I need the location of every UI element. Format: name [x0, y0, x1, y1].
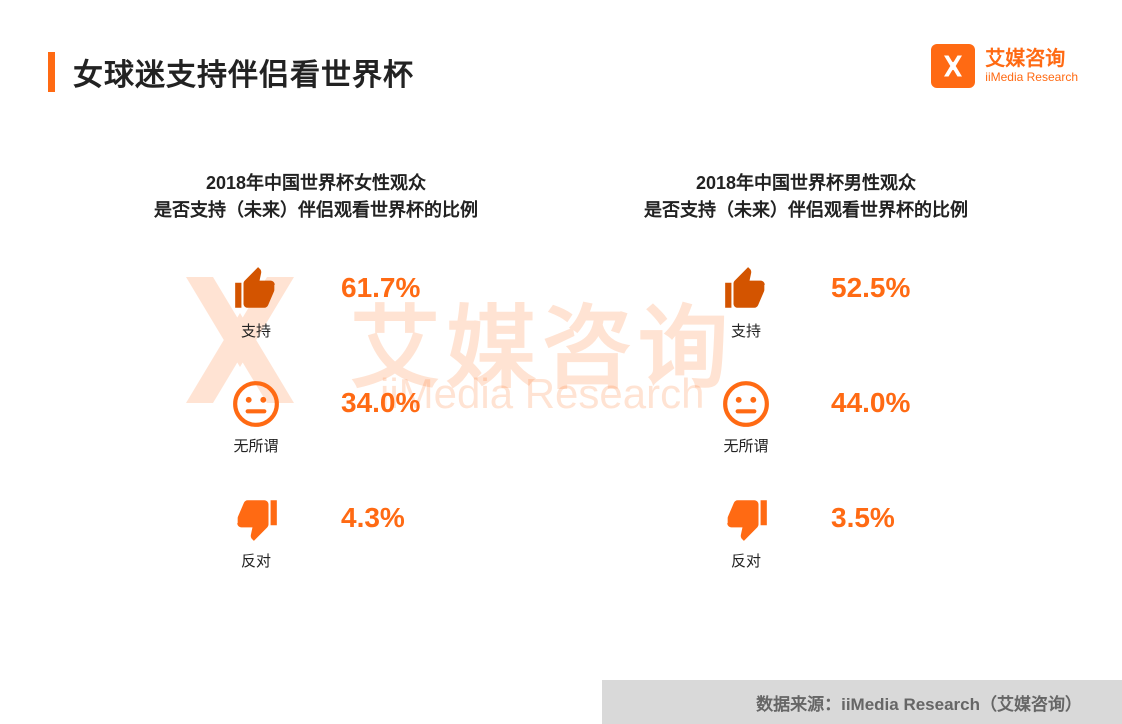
stat-value: 44.0%	[831, 387, 910, 419]
stat-label: 支持	[731, 320, 761, 341]
stat-value: 3.5%	[831, 502, 895, 534]
panel-male: 2018年中国世界杯男性观众 是否支持（未来）伴侣观看世界杯的比例 支持 52.…	[621, 170, 991, 609]
brand-name-cn: 艾媒咨询	[985, 48, 1078, 70]
stat-value: 52.5%	[831, 272, 910, 304]
thumb-down-icon	[721, 494, 771, 544]
stat-row: 反对 4.3%	[131, 494, 501, 571]
face-neutral-icon	[721, 379, 771, 429]
stat-value: 34.0%	[341, 387, 420, 419]
stat-value: 4.3%	[341, 502, 405, 534]
stat-row: 无所谓 44.0%	[621, 379, 991, 456]
brand-logo-icon	[931, 44, 975, 88]
stat-row: 反对 3.5%	[621, 494, 991, 571]
stat-row: 无所谓 34.0%	[131, 379, 501, 456]
panel-female: 2018年中国世界杯女性观众 是否支持（未来）伴侣观看世界杯的比例 支持 61.…	[131, 170, 501, 609]
stat-label: 反对	[241, 550, 271, 571]
accent-bar	[48, 52, 55, 92]
face-neutral-icon	[231, 379, 281, 429]
panels-container: 2018年中国世界杯女性观众 是否支持（未来）伴侣观看世界杯的比例 支持 61.…	[0, 170, 1122, 609]
header: 女球迷支持伴侣看世界杯	[48, 50, 414, 94]
footer-source: 数据来源：iiMedia Research（艾媒咨询）	[602, 680, 1122, 724]
stat-row: 支持 61.7%	[131, 264, 501, 341]
panel-title: 2018年中国世界杯男性观众 是否支持（未来）伴侣观看世界杯的比例	[621, 170, 991, 224]
thumb-up-icon	[721, 264, 771, 314]
stat-row: 支持 52.5%	[621, 264, 991, 341]
brand-name-en: iiMedia Research	[985, 70, 1078, 84]
page-title: 女球迷支持伴侣看世界杯	[73, 50, 414, 94]
stat-label: 无所谓	[233, 435, 278, 456]
thumb-down-icon	[231, 494, 281, 544]
stat-value: 61.7%	[341, 272, 420, 304]
thumb-up-icon	[231, 264, 281, 314]
stat-label: 支持	[241, 320, 271, 341]
brand: 艾媒咨询 iiMedia Research	[931, 44, 1078, 88]
stat-label: 反对	[731, 550, 761, 571]
stat-label: 无所谓	[723, 435, 768, 456]
panel-title: 2018年中国世界杯女性观众 是否支持（未来）伴侣观看世界杯的比例	[131, 170, 501, 224]
